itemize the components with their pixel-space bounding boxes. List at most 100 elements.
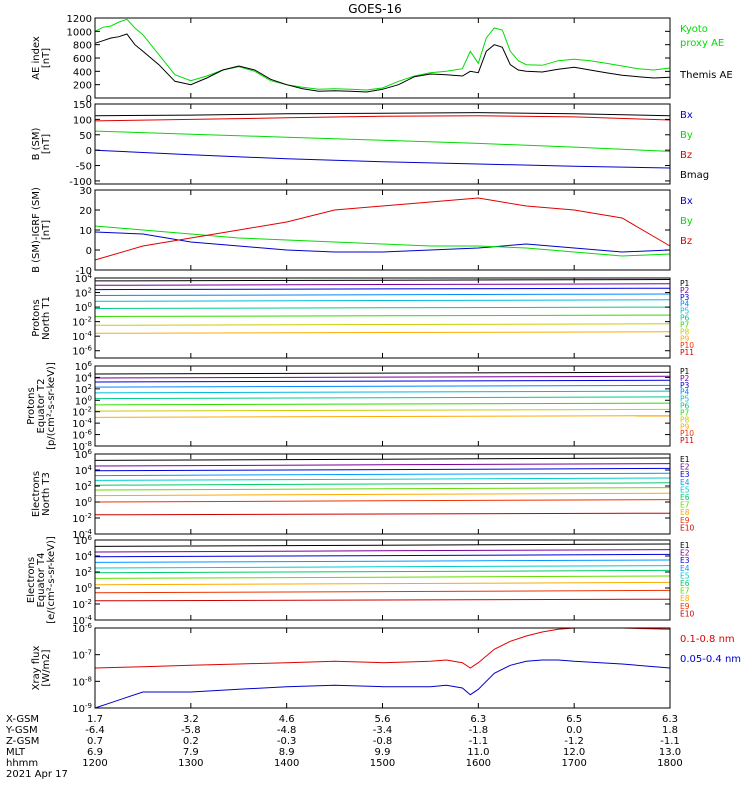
series-line-ee-E2 <box>94 549 671 553</box>
y-tick-label-xray: 10-7 <box>72 649 92 662</box>
y-tick-label-pn: 102 <box>75 287 92 300</box>
series-line-en-E4 <box>94 472 671 477</box>
series-line-en-E9 <box>94 499 671 503</box>
series-line-pn-P2 <box>94 283 671 286</box>
panel-frame-bigrf <box>94 189 671 271</box>
series-line-ee-E5 <box>94 565 671 569</box>
y-axis-label-bigrf: [nT] <box>41 220 52 240</box>
series-line-pn-P7 <box>94 314 671 317</box>
y-axis-label-en: Electrons <box>31 471 42 517</box>
legend-entry-pe: P10 <box>680 429 694 438</box>
legend-entry-bigrf: Bz <box>680 236 692 247</box>
legend-entry-bigrf: By <box>680 216 693 227</box>
series-line-pe-P2 <box>94 375 671 379</box>
x-axis-value: 12.0 <box>563 747 585 758</box>
legend-entry-pe: P8 <box>680 415 690 424</box>
legend-entry-pn: P9 <box>680 334 690 343</box>
x-axis-value: 1800 <box>657 758 682 769</box>
legend-entry-en: E2 <box>680 463 690 472</box>
x-axis-row-label: Y-GSM <box>5 725 38 736</box>
x-axis-value: -1.8 <box>469 725 489 736</box>
x-axis-value: 6.9 <box>87 747 103 758</box>
legend-entry-bsm: By <box>680 130 693 141</box>
x-axis-row-label: X-GSM <box>6 714 39 725</box>
legend-entry-ee: E8 <box>680 594 690 603</box>
y-tick-label-pn: 100 <box>75 301 92 314</box>
y-tick-label-xray: 10-9 <box>72 702 92 715</box>
legend-entry-ee: E4 <box>680 564 690 573</box>
y-tick-label-en: 10-2 <box>72 512 92 525</box>
y-tick-label-ee: 10-2 <box>72 598 92 611</box>
legend-entry-ee: E9 <box>680 602 690 611</box>
y-tick-label-ae: 600 <box>73 54 92 65</box>
series-line-en-E10 <box>94 512 671 516</box>
panel-bigrf: -10 0 10 20 30 B (SM)-IGRF (SM) [nT] Bx By Bz <box>31 186 693 277</box>
y-tick-label-bsm: -50 <box>76 162 92 173</box>
y-tick-label-pe: 100 <box>75 394 92 407</box>
x-axis-value: 0.2 <box>183 736 199 747</box>
legend-entry-en: E8 <box>680 508 690 517</box>
legend-entry-bsm: Bz <box>680 150 692 161</box>
y-tick-label-xray: 10-8 <box>72 675 92 688</box>
x-axis-value: 1500 <box>370 758 395 769</box>
x-axis-value: -1.1 <box>469 736 489 747</box>
y-tick-label-bsm: 50 <box>79 131 92 142</box>
x-axis-value: 1.8 <box>662 725 678 736</box>
y-tick-label-ae: 1000 <box>67 27 92 38</box>
series-line-pn-P9 <box>94 331 671 334</box>
legend-entry-pe: P9 <box>680 422 690 431</box>
y-tick-label-ee: 106 <box>75 534 93 547</box>
y-tick-label-ae: 0 <box>86 94 92 105</box>
y-axis-label-bsm: [nT] <box>41 134 52 154</box>
legend-entry-pn: P2 <box>680 286 690 295</box>
series-line-pe-P6 <box>94 396 671 400</box>
series-line-pe-P1 <box>94 371 671 375</box>
legend-entry-en: E3 <box>680 470 690 479</box>
x-axis-value: 1700 <box>561 758 586 769</box>
y-tick-label-ee: 104 <box>75 550 93 563</box>
legend-entry-pn: P11 <box>680 348 694 357</box>
x-axis-value: 11.0 <box>467 747 489 758</box>
y-tick-label-pn: 104 <box>75 272 93 285</box>
series-line-ee-E8 <box>94 581 671 586</box>
x-axis-value: -1.2 <box>564 736 584 747</box>
x-axis-value: -0.3 <box>277 736 297 747</box>
legend-entry-ae: Kyoto <box>680 24 708 35</box>
legend-entry-ee: E2 <box>680 549 690 558</box>
y-tick-label-en: 104 <box>75 464 93 477</box>
y-tick-label-ee: 102 <box>75 566 92 579</box>
x-axis-value: 3.2 <box>183 714 199 725</box>
y-tick-label-ae: 800 <box>73 41 92 52</box>
y-tick-label-bigrf: 10 <box>79 226 92 237</box>
legend-entry-ee: E1 <box>680 541 690 550</box>
y-tick-label-bsm: 150 <box>73 100 92 111</box>
legend-entry-pe: P11 <box>680 436 694 445</box>
legend-entry-bsm: Bx <box>680 110 693 121</box>
series-line-pe-P5 <box>94 390 671 394</box>
y-tick-label-pe: 106 <box>75 360 93 373</box>
series-line-ee-E4 <box>94 559 671 563</box>
legend-entry-pn: P6 <box>680 314 690 323</box>
x-axis-value: 8.9 <box>279 747 295 758</box>
legend-entry-en: E1 <box>680 455 690 464</box>
y-tick-label-pe: 102 <box>75 383 92 396</box>
x-axis-value: 5.6 <box>375 714 391 725</box>
y-tick-label-en: 100 <box>75 496 92 509</box>
y-axis-label-pe: [p/(cm²-s-sr-keV)] <box>46 362 57 450</box>
series-line-en-E3 <box>94 467 671 472</box>
x-axis-row-label: MLT <box>6 747 26 758</box>
x-axis-value: -6.4 <box>85 725 105 736</box>
panel-xray: 10-6 10-7 10-8 10-9 Xray flux [W/m2] 0.1-0.8 n… <box>31 622 741 715</box>
y-axis-label-ee: Equator T4 <box>36 553 47 608</box>
legend-entry-ee: E5 <box>680 571 690 580</box>
legend-entry-xray: 0.05-0.4 nm <box>680 654 741 665</box>
y-tick-label-pn: 10-4 <box>72 330 92 343</box>
legend-entry-en: E10 <box>680 523 695 532</box>
y-tick-label-ee: 10-4 <box>72 614 92 627</box>
legend-entry-bsm: Bmag <box>680 170 709 181</box>
panel-ae: 0 200 400 600 800 1000 1200 AE index [nT] Kyoto pr… <box>31 14 733 105</box>
y-tick-label-ee: 100 <box>75 582 92 595</box>
y-tick-label-en: 102 <box>75 480 92 493</box>
legend-entry-pe: P4 <box>680 388 690 397</box>
